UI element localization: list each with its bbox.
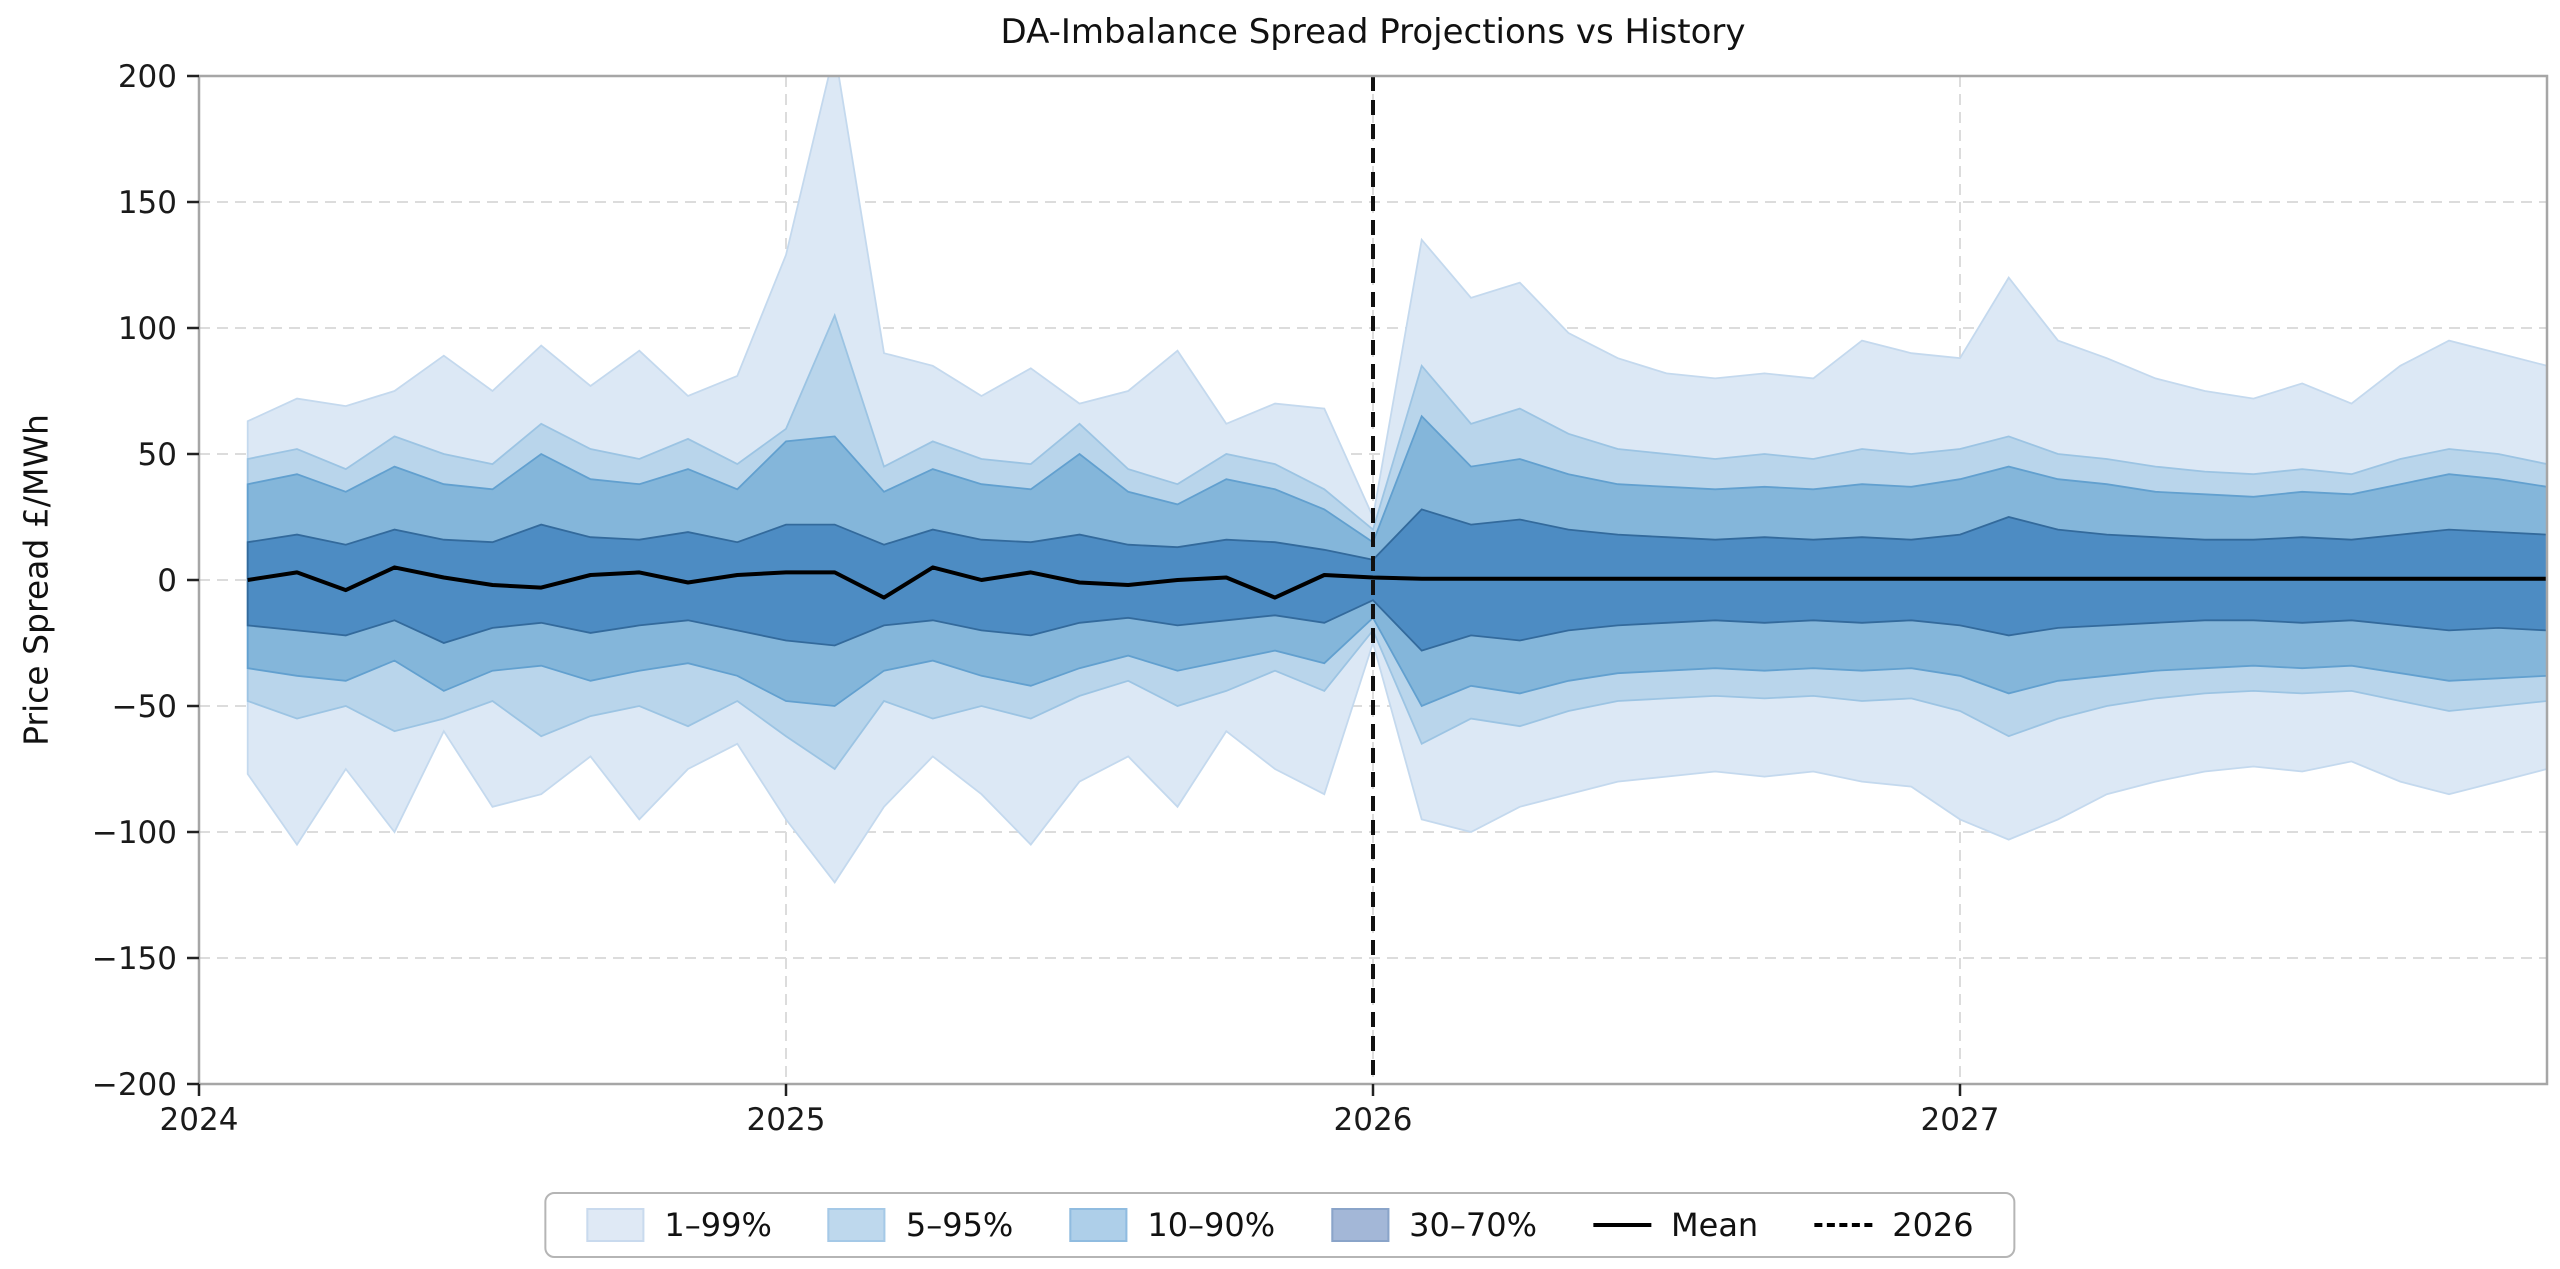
y-tick-label: −100 bbox=[92, 815, 177, 851]
legend-item: 1–99% bbox=[586, 1206, 772, 1244]
legend-item: 30–70% bbox=[1331, 1208, 1537, 1242]
y-tick-label: 150 bbox=[118, 185, 177, 221]
legend-item: Mean bbox=[1593, 1209, 1758, 1241]
x-tick-label: 2026 bbox=[1334, 1102, 1413, 1138]
mean-line bbox=[247, 565, 2547, 600]
legend-label: 10–90% bbox=[1147, 1206, 1276, 1244]
x-tick-label: 2027 bbox=[1921, 1102, 2000, 1138]
y-tick-label: −50 bbox=[112, 689, 177, 725]
legend-swatch-icon bbox=[1069, 1208, 1128, 1242]
legend-label: 30–70% bbox=[1409, 1206, 1538, 1244]
legend-label: Mean bbox=[1671, 1206, 1759, 1244]
x-tick-label: 2024 bbox=[160, 1102, 239, 1138]
x-tick-label: 2025 bbox=[747, 1102, 826, 1138]
legend-item: 5–95% bbox=[827, 1206, 1014, 1244]
y-tick-label: −200 bbox=[92, 1067, 177, 1103]
legend-box: 1–99% 5–95% 10–90% 30–70% Mean 2026 bbox=[544, 1192, 2016, 1258]
legend-item: 10–90% bbox=[1069, 1208, 1275, 1242]
legend-item: 2026 bbox=[1814, 1206, 1974, 1244]
y-tick-label: 50 bbox=[138, 437, 177, 473]
legend-swatch-icon bbox=[827, 1208, 886, 1242]
y-tick-label: −150 bbox=[92, 941, 177, 977]
y-tick-label: 200 bbox=[118, 59, 177, 95]
y-tick-label: 100 bbox=[118, 311, 177, 347]
legend-label: 2026 bbox=[1892, 1206, 1974, 1244]
legend-line-icon bbox=[1593, 1223, 1652, 1227]
legend-label: 5–95% bbox=[905, 1206, 1014, 1244]
chart-title: DA-Imbalance Spread Projections vs Histo… bbox=[1000, 12, 1746, 52]
legend-swatch-icon bbox=[586, 1208, 645, 1242]
legend-dashed-line-icon bbox=[1814, 1223, 1873, 1227]
legend-swatch-icon bbox=[1331, 1208, 1390, 1242]
legend-label: 1–99% bbox=[664, 1206, 772, 1244]
y-tick-label: 0 bbox=[157, 563, 177, 599]
